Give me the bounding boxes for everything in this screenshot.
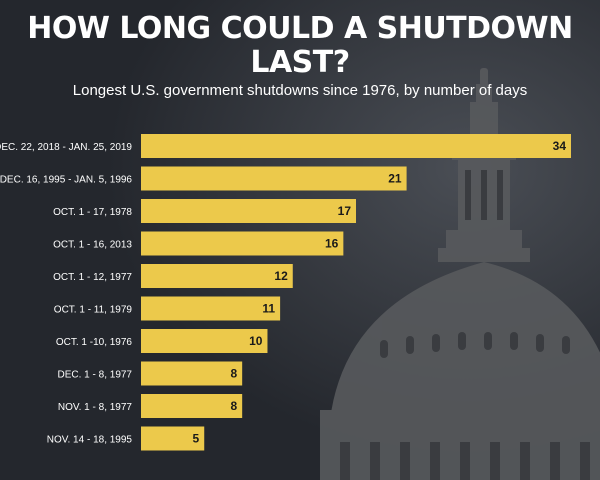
bar-5: [141, 264, 293, 288]
bar-8: [141, 361, 243, 386]
category-label-4: OCT. 1 - 16, 2013: [53, 240, 132, 251]
value-label-4: 16: [325, 237, 339, 251]
value-label-10: 5: [193, 432, 200, 446]
bar-3: [141, 199, 356, 223]
category-label-9: NOV. 1 - 8, 1977: [58, 402, 133, 413]
category-label-10: NOV. 14 - 18, 1995: [47, 435, 133, 446]
bar-chart: DEC. 22, 2018 - JAN. 25, 2019 34 DEC. 16, …: [0, 134, 571, 451]
category-label-8: DEC. 1 - 8, 1977: [58, 370, 133, 381]
category-label-3: OCT. 1 - 17, 1978: [53, 207, 132, 218]
value-label-2: 21: [388, 172, 402, 186]
value-label-9: 8: [230, 399, 237, 413]
category-label-1: DEC. 22, 2018 - JAN. 25, 2019: [0, 142, 132, 153]
category-label-7: OCT. 1 -10, 1976: [56, 337, 133, 348]
category-label-2: DEC. 16, 1995 - JAN. 5, 1996: [0, 175, 132, 186]
value-label-1: 34: [553, 139, 567, 153]
bar-9: [141, 394, 243, 418]
bar-10: [141, 426, 205, 451]
value-label-3: 17: [338, 204, 352, 218]
value-label-5: 12: [274, 269, 288, 283]
bar-4: [141, 231, 344, 256]
bar-2: [141, 166, 407, 191]
value-label-7: 10: [249, 334, 263, 348]
bar-6: [141, 296, 281, 321]
chart-subtitle: Longest U.S. government shutdowns since …: [72, 82, 528, 99]
bar-7: [141, 329, 268, 353]
category-label-5: OCT. 1 - 12, 1977: [53, 272, 132, 283]
bar-1: [141, 134, 571, 158]
value-label-6: 11: [262, 302, 275, 316]
chart-title: HOW LONG COULD A SHUTDOWN LAST?: [27, 11, 573, 80]
value-label-8: 8: [230, 367, 237, 381]
category-label-6: OCT. 1 - 11, 1979: [54, 305, 133, 316]
